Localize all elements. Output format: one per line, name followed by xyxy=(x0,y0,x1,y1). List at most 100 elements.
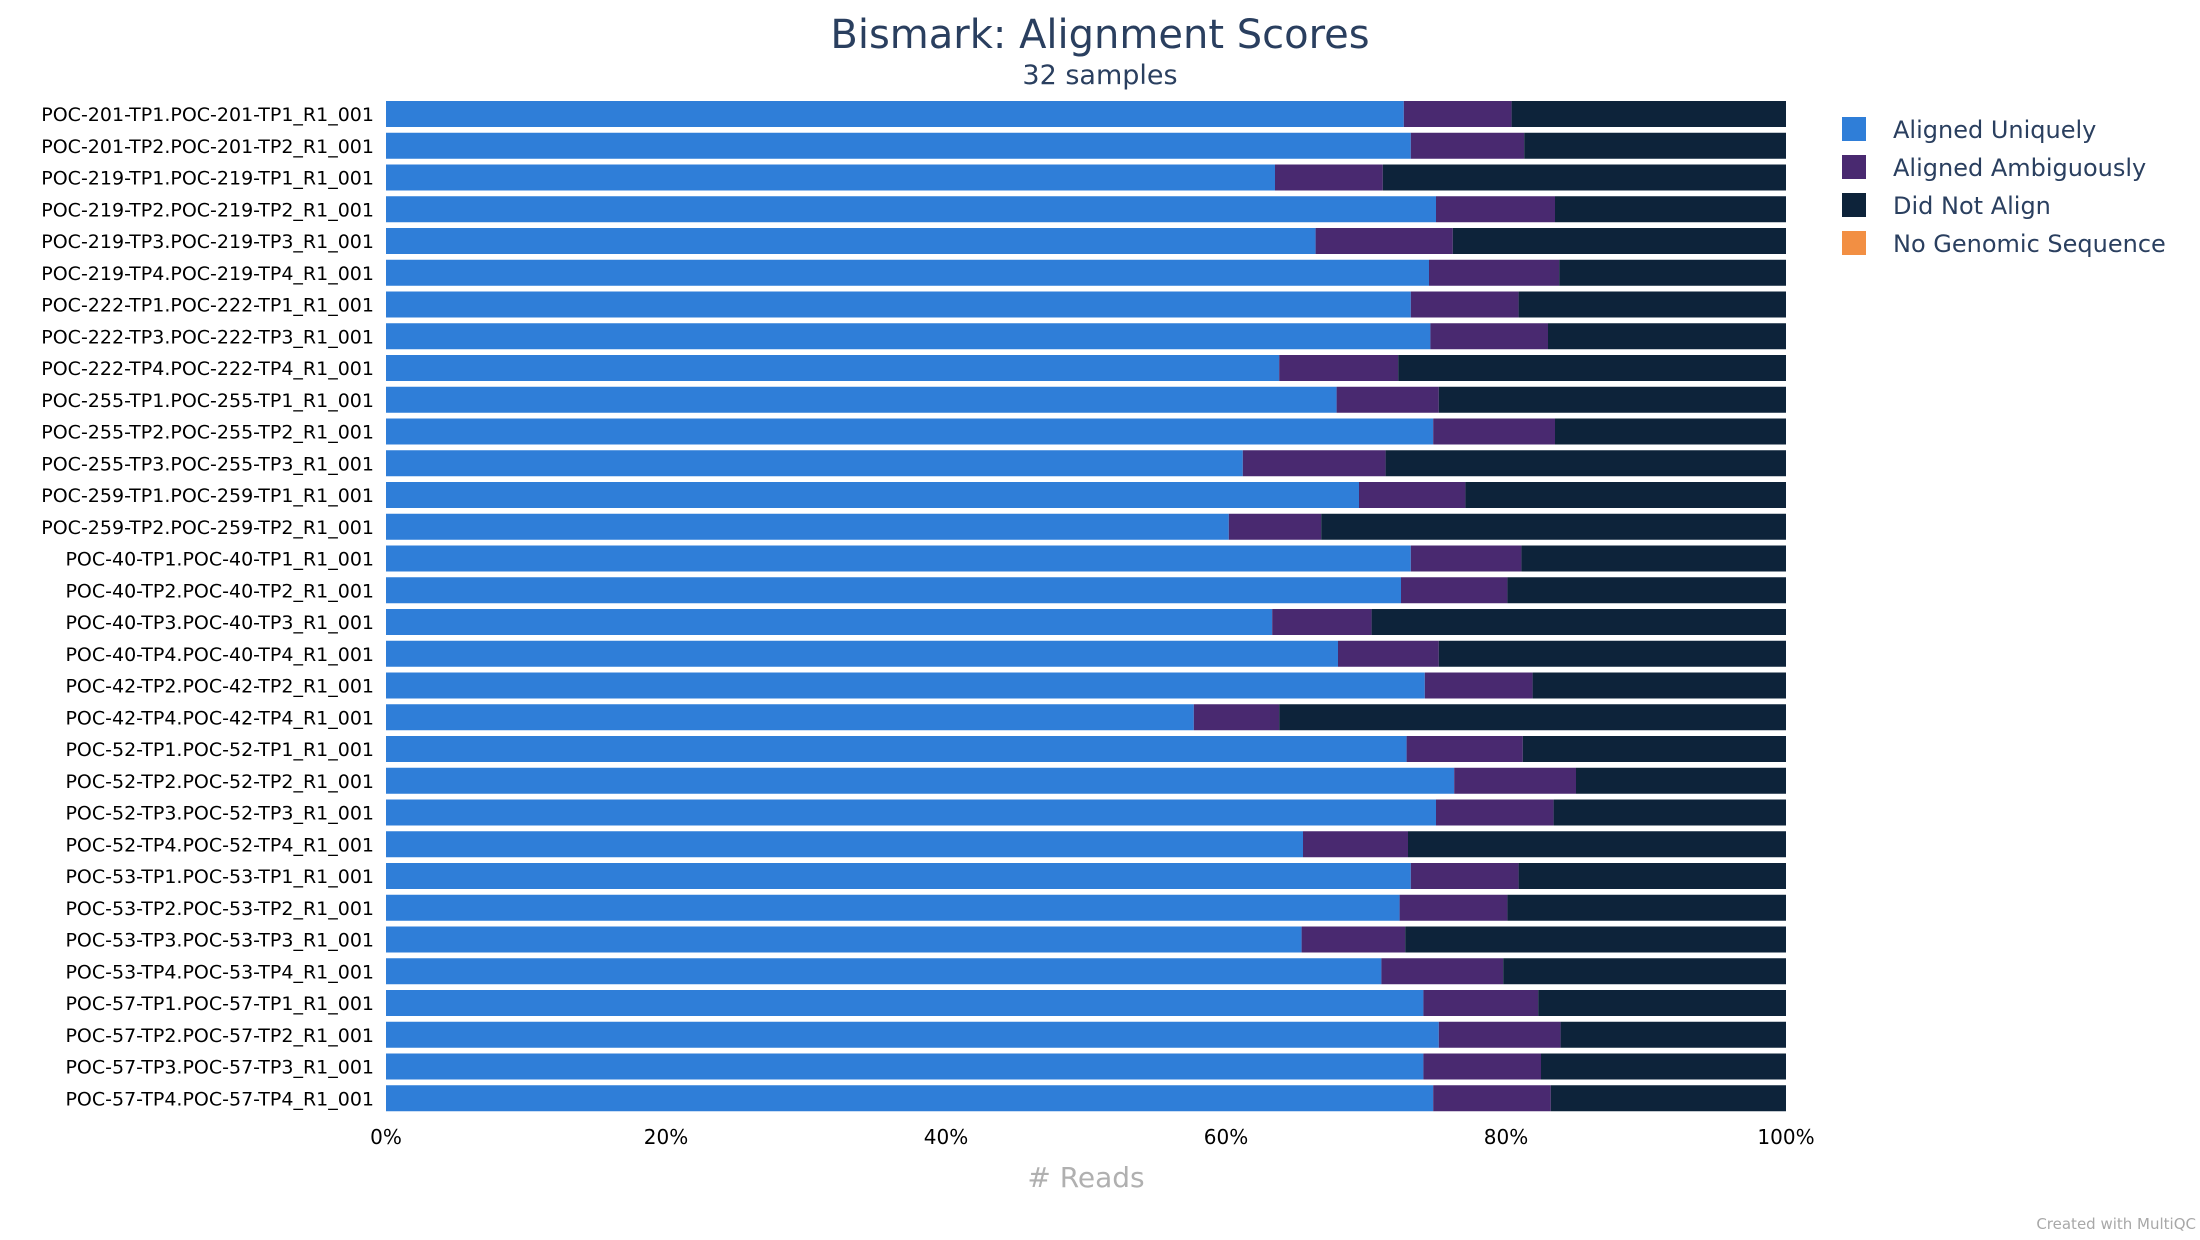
bar-29-series-1 xyxy=(386,990,1424,1016)
sample-label: POC-52-TP4.POC-52-TP4_R1_001 xyxy=(65,834,374,856)
sample-label: POC-57-TP3.POC-57-TP3_R1_001 xyxy=(65,1057,374,1079)
bar-12-series-2 xyxy=(1242,450,1386,477)
bar-16-series-3 xyxy=(1507,577,1786,604)
bar-28-series-2 xyxy=(1381,958,1504,985)
bar-27-series-3 xyxy=(1405,926,1786,953)
x-tick-label: 80% xyxy=(1484,1125,1528,1149)
bar-18-series-2 xyxy=(1338,640,1439,667)
bar-16-series-2 xyxy=(1401,577,1508,604)
bar-29-series-2 xyxy=(1423,990,1539,1016)
bar-4-series-1 xyxy=(386,196,1436,223)
sample-label: POC-219-TP2.POC-219-TP2_R1_001 xyxy=(41,199,374,221)
bar-3-series-3 xyxy=(1382,164,1786,191)
bar-27-series-1 xyxy=(386,926,1302,953)
bar-3-series-1 xyxy=(386,164,1275,191)
sample-label: POC-222-TP3.POC-222-TP3_R1_001 xyxy=(41,326,374,348)
bar-26-series-3 xyxy=(1507,894,1786,921)
bar-11-series-1 xyxy=(386,418,1434,445)
sample-label: POC-53-TP2.POC-53-TP2_R1_001 xyxy=(65,898,374,920)
legend-label-4: No Genomic Sequence xyxy=(1893,230,2166,258)
bar-31-series-2 xyxy=(1423,1053,1541,1080)
legend-swatch-3 xyxy=(1842,193,1866,217)
bar-15-series-2 xyxy=(1410,545,1522,572)
credit-text: Created with MultiQC xyxy=(2036,1215,2196,1233)
bar-6-series-3 xyxy=(1559,259,1786,286)
sample-label: POC-201-TP1.POC-201-TP1_R1_001 xyxy=(41,104,374,126)
chart-title: Bismark: Alignment Scores xyxy=(830,12,1369,58)
bar-21-series-2 xyxy=(1406,736,1523,762)
bar-19-series-3 xyxy=(1532,672,1786,699)
bar-10-series-1 xyxy=(386,386,1337,413)
bar-31-series-3 xyxy=(1541,1053,1786,1080)
bar-21-series-3 xyxy=(1522,736,1786,762)
bar-13-series-1 xyxy=(386,482,1359,508)
bar-14-series-2 xyxy=(1228,513,1322,540)
bar-9-series-2 xyxy=(1279,355,1399,381)
bar-20-series-3 xyxy=(1279,704,1786,731)
bar-1-series-2 xyxy=(1403,101,1512,127)
bar-5-series-1 xyxy=(386,228,1316,254)
sample-label: POC-219-TP1.POC-219-TP1_R1_001 xyxy=(41,168,374,190)
legend-label-2: Aligned Ambiguously xyxy=(1893,154,2146,182)
chart-subtitle: 32 samples xyxy=(1022,60,1177,91)
sample-label: POC-52-TP2.POC-52-TP2_R1_001 xyxy=(65,771,374,793)
bar-18-series-3 xyxy=(1438,640,1786,667)
bar-14-series-1 xyxy=(386,513,1229,540)
bar-2-series-2 xyxy=(1410,132,1525,159)
bar-18-series-1 xyxy=(386,640,1338,667)
sample-label: POC-255-TP1.POC-255-TP1_R1_001 xyxy=(41,390,374,412)
bar-29-series-3 xyxy=(1538,990,1786,1016)
bar-6-series-2 xyxy=(1429,259,1560,286)
bar-15-series-1 xyxy=(386,545,1411,572)
bar-13-series-2 xyxy=(1359,482,1466,508)
bar-26-series-1 xyxy=(386,894,1400,921)
bar-23-series-1 xyxy=(386,799,1436,826)
sample-label: POC-259-TP1.POC-259-TP1_R1_001 xyxy=(41,485,374,507)
bar-9-series-1 xyxy=(386,355,1280,381)
sample-label: POC-53-TP3.POC-53-TP3_R1_001 xyxy=(65,930,374,952)
bar-4-series-3 xyxy=(1555,196,1786,223)
bar-20-series-1 xyxy=(386,704,1194,731)
bar-30-series-2 xyxy=(1438,1021,1561,1048)
bar-13-series-3 xyxy=(1465,482,1786,508)
bar-10-series-3 xyxy=(1438,386,1786,413)
bar-19-series-1 xyxy=(386,672,1425,699)
bar-7-series-3 xyxy=(1518,291,1786,318)
sample-label: POC-219-TP4.POC-219-TP4_R1_001 xyxy=(41,263,374,285)
bar-19-series-2 xyxy=(1424,672,1533,699)
bar-32-series-2 xyxy=(1433,1085,1551,1112)
bar-8-series-2 xyxy=(1430,323,1548,350)
bar-5-series-3 xyxy=(1452,228,1786,254)
sample-label: POC-255-TP2.POC-255-TP2_R1_001 xyxy=(41,422,374,444)
bar-2-series-1 xyxy=(386,132,1411,159)
bar-30-series-1 xyxy=(386,1021,1439,1048)
bar-3-series-2 xyxy=(1275,164,1383,191)
bar-4-series-2 xyxy=(1436,196,1555,223)
legend-label-3: Did Not Align xyxy=(1893,192,2051,220)
legend: Aligned Uniquely Aligned Ambiguously Did N… xyxy=(1842,116,2166,258)
bar-20-series-2 xyxy=(1193,704,1280,731)
bar-32-series-1 xyxy=(386,1085,1434,1112)
x-tick-label: 40% xyxy=(924,1125,968,1149)
sample-label: POC-57-TP1.POC-57-TP1_R1_001 xyxy=(65,993,374,1015)
x-tick-label: 100% xyxy=(1757,1125,1814,1149)
bar-14-series-3 xyxy=(1321,513,1786,540)
bar-22-series-2 xyxy=(1454,767,1576,794)
bar-23-series-2 xyxy=(1436,799,1554,826)
bar-25-series-3 xyxy=(1518,863,1786,889)
bar-22-series-1 xyxy=(386,767,1455,794)
sample-label: POC-57-TP4.POC-57-TP4_R1_001 xyxy=(65,1088,374,1110)
x-axis-ticks: 0% 20% 40% 60% 80% 100% xyxy=(370,1125,1814,1149)
bar-2-series-3 xyxy=(1524,132,1786,159)
sample-label: POC-259-TP2.POC-259-TP2_R1_001 xyxy=(41,517,374,539)
legend-swatch-2 xyxy=(1842,155,1866,179)
bar-26-series-2 xyxy=(1399,894,1508,921)
sample-label: POC-201-TP2.POC-201-TP2_R1_001 xyxy=(41,136,374,158)
sample-labels: POC-201-TP1.POC-201-TP1_R1_001 POC-201-TP… xyxy=(41,104,374,1110)
legend-label-1: Aligned Uniquely xyxy=(1893,116,2096,144)
bar-16-series-1 xyxy=(386,577,1401,604)
bar-31-series-1 xyxy=(386,1053,1424,1080)
x-axis-title: # Reads xyxy=(1027,1161,1144,1194)
legend-swatch-4 xyxy=(1842,231,1866,255)
legend-swatch-1 xyxy=(1842,117,1866,141)
